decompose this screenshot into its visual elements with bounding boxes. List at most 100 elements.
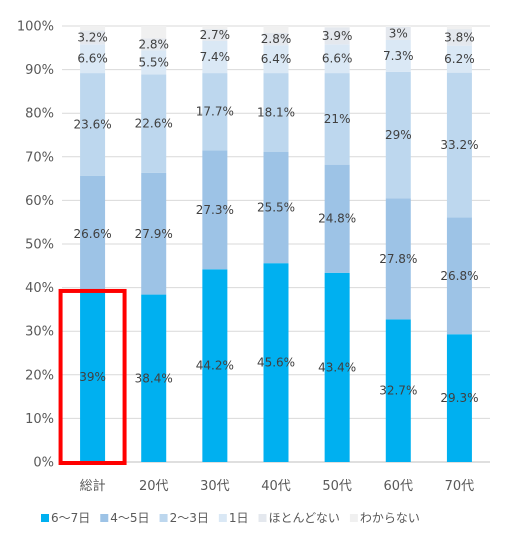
data-label: 29%	[385, 128, 412, 142]
bar-segment	[202, 269, 228, 462]
legend-label: ほとんどない	[268, 511, 339, 525]
bar-segment	[446, 72, 472, 218]
y-axis-tick-labels: 0% 10% 20% 30% 40% 50% 60% 70% 80% 90% 100%	[17, 20, 54, 471]
bar-segment	[385, 39, 411, 72]
bar-segment	[141, 50, 167, 75]
data-label: 2.8%	[261, 32, 292, 46]
x-tick-label: 50代	[322, 479, 352, 494]
data-label: 6.6%	[322, 52, 353, 66]
y-tick-label: 0%	[33, 456, 54, 471]
bar-segment	[80, 26, 106, 31]
highlight-box	[58, 288, 127, 465]
bar-segment	[202, 29, 228, 41]
y-tick-label: 40%	[25, 281, 54, 296]
bar-segment	[324, 26, 350, 28]
bar-segment	[80, 44, 106, 74]
data-label: 23.6%	[74, 118, 112, 132]
data-label: 17.7%	[196, 105, 234, 119]
data-label: 6.4%	[261, 52, 292, 66]
legend-swatch	[258, 514, 267, 522]
data-label: 7.3%	[383, 49, 414, 63]
bar-segment	[141, 172, 167, 295]
bar-segment	[385, 71, 411, 199]
y-tick-label: 20%	[25, 368, 54, 383]
bar-segment	[80, 175, 106, 292]
bar-segment	[446, 334, 472, 462]
bar-segment	[263, 45, 289, 74]
data-label: 3%	[389, 26, 408, 40]
data-label: 27.3%	[196, 203, 234, 217]
data-label: 6.2%	[444, 52, 475, 66]
bar-segment	[263, 152, 289, 264]
data-label: 18.1%	[257, 106, 295, 120]
data-label: 22.6%	[135, 117, 173, 131]
data-label: 24.8%	[318, 212, 356, 226]
legend-swatch	[41, 514, 49, 522]
y-tick-label: 30%	[25, 325, 54, 340]
data-label: 39%	[79, 370, 106, 384]
bar-segment	[446, 217, 472, 335]
data-label: 27.9%	[135, 227, 173, 241]
data-label: 27.8%	[379, 252, 417, 266]
y-tick-label: 60%	[25, 194, 54, 209]
legend-label: 1日	[229, 511, 249, 525]
x-tick-label: 40代	[261, 479, 291, 494]
x-axis-tick-labels: 総計 20代 30代 40代 50代 60代 70代	[80, 478, 475, 494]
bar-segment	[324, 272, 350, 462]
y-tick-label: 100%	[17, 20, 54, 35]
y-tick-label: 70%	[25, 150, 54, 165]
data-label: 43.4%	[318, 360, 356, 374]
bar-segment	[202, 150, 228, 270]
bar-segment	[324, 73, 350, 165]
legend: 6〜7日 4〜5日 2〜3日 1日 ほとんどない わからない	[41, 511, 420, 525]
data-label: 2.8%	[138, 37, 169, 51]
bar-segment	[141, 26, 167, 39]
data-label: 32.7%	[379, 384, 417, 398]
bar-segment	[263, 32, 289, 46]
bar-segment	[141, 74, 167, 173]
data-label: 38.4%	[135, 371, 173, 385]
bar-segment	[446, 26, 472, 30]
data-label: 45.6%	[257, 356, 295, 370]
data-label: 33.2%	[440, 138, 478, 152]
bar-segment	[385, 198, 411, 320]
legend-label: わからない	[360, 511, 420, 525]
x-tick-label: 60代	[384, 479, 414, 494]
x-tick-label: 20代	[139, 479, 169, 494]
bar-segment	[80, 73, 106, 176]
data-labels: 39% 26.6% 23.6% 6.6% 3.2% 38.4% 27.9% 22.6% 5.5%…	[74, 26, 479, 405]
bar-segment	[202, 26, 228, 30]
legend-label: 2〜3日	[170, 511, 209, 525]
data-label: 26.8%	[440, 269, 478, 283]
bar-segment	[446, 45, 472, 73]
data-label: 6.6%	[77, 52, 108, 66]
x-tick-label: 総計	[80, 478, 106, 494]
bar-segment	[263, 263, 289, 462]
x-tick-label: 70代	[445, 479, 475, 494]
bar-segment	[385, 319, 411, 462]
data-label: 2.7%	[200, 28, 231, 42]
y-tick-label: 80%	[25, 107, 54, 122]
y-tick-label: 50%	[25, 238, 54, 253]
bar-segment	[202, 40, 228, 74]
data-label: 21%	[324, 112, 351, 126]
bar-segment	[141, 294, 167, 462]
bar-segment	[202, 73, 228, 151]
bar-segment	[263, 26, 289, 33]
legend-swatch	[100, 514, 109, 522]
data-label: 29.3%	[440, 391, 478, 405]
bar-segment	[446, 29, 472, 46]
x-tick-label: 30代	[200, 479, 230, 494]
bar-segment	[385, 26, 411, 40]
legend-swatch	[159, 514, 168, 522]
legend-label: 6〜7日	[51, 511, 90, 525]
y-tick-label: 90%	[25, 63, 54, 78]
bar-segment	[263, 73, 289, 153]
bar-segment	[324, 27, 350, 45]
data-label: 44.2%	[196, 359, 234, 373]
highlight-rectangle	[58, 288, 127, 465]
data-label: 3.2%	[77, 30, 108, 44]
data-label: 3.9%	[322, 29, 353, 43]
data-label: 7.4%	[200, 50, 231, 64]
bar-segment	[80, 30, 106, 45]
